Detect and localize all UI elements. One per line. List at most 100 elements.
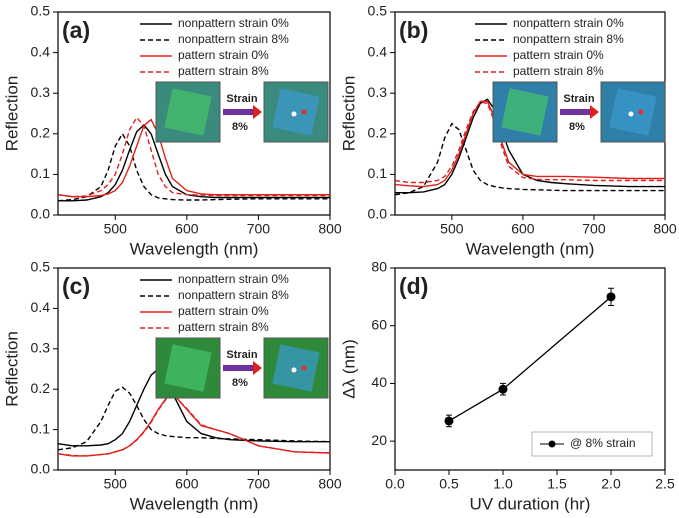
x-tick-label: 2.0	[601, 476, 621, 492]
inset-dot	[291, 111, 297, 117]
x-tick-label: 1.0	[493, 476, 513, 492]
x-tick-label: 500	[440, 221, 464, 237]
panel: 0.0 0.5 1.0 1.5 2.0 2.5 20 40 60 80 UV duration (h…	[339, 259, 674, 514]
inset-annotation: Strain	[563, 93, 594, 105]
y-tick-label: 0.2	[31, 380, 51, 396]
x-tick-label: 0.0	[385, 476, 405, 492]
legend-label: nonpattern strain 8%	[513, 32, 624, 46]
inset-dot	[291, 367, 297, 373]
data-point	[498, 384, 508, 394]
x-axis-title: UV duration (hr)	[470, 494, 591, 513]
y-tick-label: 0.5	[31, 259, 51, 275]
panel: 500 600 700 800 0.0 0.1 0.2 0.3 0.4 0.5 Wavelength…	[2, 3, 341, 259]
x-axis-title: Wavelength (nm)	[130, 494, 259, 513]
inset-film	[609, 88, 657, 136]
x-tick-label: 600	[175, 221, 199, 237]
y-tick-label: 0.2	[31, 125, 51, 141]
inset-dot	[638, 109, 644, 115]
y-tick-label: 0.0	[31, 206, 51, 222]
y-tick-label: 60	[371, 316, 387, 332]
x-tick-label: 2.5	[655, 476, 675, 492]
x-tick-label: 600	[175, 476, 199, 492]
inset-film	[272, 344, 320, 392]
legend-label: pattern strain 8%	[178, 320, 269, 334]
panel-label: (d)	[399, 273, 428, 299]
y-tick-label: 0.2	[368, 125, 388, 141]
inset-film	[164, 344, 212, 392]
y-axis-title: Reflection	[339, 76, 358, 152]
y-tick-label: 40	[371, 374, 387, 390]
inset-film	[164, 88, 212, 136]
x-axis-title: Wavelength (nm)	[466, 239, 595, 258]
y-tick-label: 20	[371, 432, 387, 448]
spectrum-line	[394, 100, 665, 188]
plot-frame	[57, 11, 331, 216]
legend-label: pattern strain 0%	[513, 48, 604, 62]
y-tick-label: 0.4	[31, 299, 51, 315]
panel-label: (b)	[399, 17, 428, 43]
y-tick-label: 0.0	[368, 206, 388, 222]
x-tick-label: 800	[318, 476, 342, 492]
y-tick-label: 0.1	[31, 165, 51, 181]
legend-label: pattern strain 0%	[178, 304, 269, 318]
inset-annotation: 8%	[232, 377, 248, 389]
data-line	[448, 296, 612, 422]
panel: 500 600 700 800 0.0 0.1 0.2 0.3 0.4 0.5 Wavelength…	[2, 259, 341, 514]
inset-film	[501, 88, 549, 136]
legend-label: pattern strain 8%	[513, 64, 604, 78]
y-tick-label: 0.4	[368, 43, 388, 59]
x-tick-label: 0.5	[439, 476, 459, 492]
y-tick-label: 0.5	[31, 3, 51, 19]
legend-marker	[548, 440, 556, 448]
spectrum-line	[57, 116, 330, 198]
y-tick-label: 80	[371, 259, 387, 275]
y-tick-label: 0.1	[31, 420, 51, 436]
strain-arrow-head	[590, 105, 599, 119]
spectrum-line	[57, 118, 330, 198]
x-tick-label: 700	[582, 221, 606, 237]
y-tick-label: 0.4	[31, 43, 51, 59]
spectrum-line	[395, 98, 665, 194]
spectrum-line	[57, 386, 331, 451]
legend-label: @ 8% strain	[570, 436, 636, 450]
spectrum-line	[57, 368, 330, 447]
legend-label: nonpattern strain 0%	[513, 16, 624, 30]
y-axis-title: Reflection	[2, 76, 21, 152]
y-tick-label: 0.5	[368, 3, 388, 19]
strain-arrow	[223, 109, 253, 115]
legend-label: nonpattern strain 0%	[178, 16, 289, 30]
inset-dot	[301, 109, 307, 115]
plot-frame	[57, 267, 331, 471]
x-axis-title: Wavelength (nm)	[130, 239, 259, 258]
legend-label: nonpattern strain 8%	[178, 32, 289, 46]
legend-label: pattern strain 0%	[178, 48, 269, 62]
x-tick-label: 800	[318, 221, 342, 237]
x-tick-label: 700	[247, 221, 271, 237]
y-tick-label: 0.1	[368, 165, 388, 181]
x-tick-label: 800	[653, 221, 677, 237]
y-tick-label: 0.0	[31, 461, 51, 477]
legend-label: pattern strain 8%	[178, 64, 269, 78]
inset-dot	[301, 365, 307, 371]
x-tick-label: 1.5	[547, 476, 567, 492]
panel-label: (c)	[62, 273, 90, 299]
x-tick-label: 700	[247, 476, 271, 492]
plot-frame	[394, 267, 666, 471]
y-axis-title: Reflection	[2, 331, 21, 407]
y-tick-label: 0.3	[31, 84, 51, 100]
spectrum-line	[57, 132, 330, 202]
spectrum-line	[394, 122, 665, 196]
spectrum-line	[57, 393, 331, 457]
y-tick-label: 0.3	[368, 84, 388, 100]
y-tick-label: 0.3	[31, 340, 51, 356]
inset-annotation: 8%	[232, 121, 248, 133]
y-axis-title: Δλ (nm)	[339, 339, 358, 399]
x-tick-label: 600	[511, 221, 535, 237]
panel-label: (a)	[62, 17, 90, 43]
inset-annotation: Strain	[226, 349, 257, 361]
legend-label: nonpattern strain 0%	[178, 272, 289, 286]
legend-label: nonpattern strain 8%	[178, 288, 289, 302]
inset-annotation: Strain	[226, 93, 257, 105]
strain-arrow	[560, 109, 590, 115]
